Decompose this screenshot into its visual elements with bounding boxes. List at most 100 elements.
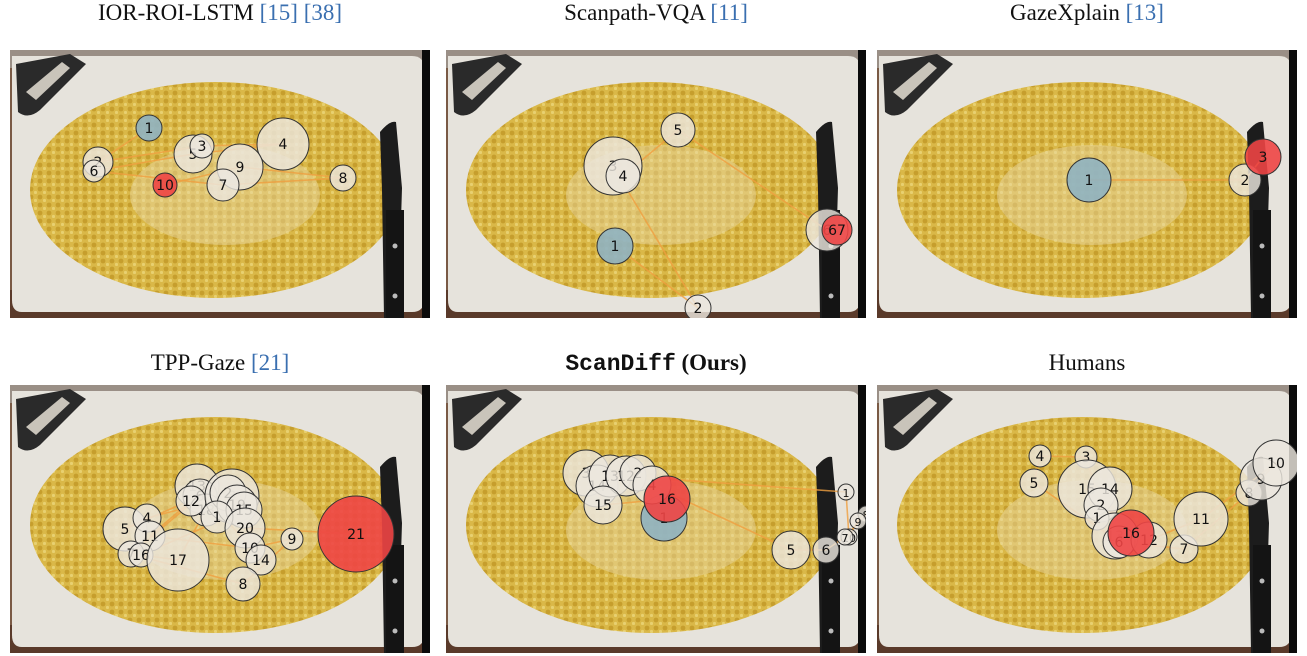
fixation-5: 5 [660, 112, 696, 148]
background-photo [446, 50, 866, 318]
svg-text:2: 2 [1097, 498, 1106, 514]
scanpath-svg: 1 23 [877, 50, 1297, 318]
fixation-5: 5 [1019, 468, 1049, 498]
svg-text:5: 5 [674, 123, 683, 139]
svg-text:5: 5 [1030, 476, 1039, 492]
svg-text:3: 3 [198, 139, 207, 155]
fixation-4: 4 [256, 117, 310, 171]
svg-text:10: 10 [1267, 456, 1285, 472]
scanpath-svg: 1314131221541618910765 [446, 385, 866, 653]
caption-title: GazeXplain [1010, 0, 1120, 25]
caption: TPP-Gaze [21] [10, 350, 430, 376]
svg-text:10: 10 [156, 178, 174, 194]
svg-text:11: 11 [1192, 512, 1210, 528]
fixation-14: 14 [245, 544, 277, 576]
svg-text:3: 3 [1259, 150, 1268, 166]
fixation-7: 7 [836, 528, 854, 546]
citation-link[interactable]: [38] [303, 0, 343, 25]
caption-title: IOR-ROI-LSTM [97, 0, 254, 25]
svg-text:4: 4 [619, 169, 628, 185]
caption-title: Humans [1048, 350, 1126, 375]
svg-text:4: 4 [279, 137, 288, 153]
svg-text:21: 21 [347, 527, 365, 543]
svg-text:67: 67 [828, 223, 846, 239]
scanpath-svg: 541171613618123219151201014178921 [10, 385, 430, 653]
fixation-8: 8 [329, 164, 357, 192]
svg-text:1: 1 [611, 239, 620, 255]
fixation-6: 6 [812, 536, 840, 564]
fixation-5: 5 [771, 530, 811, 570]
svg-text:8: 8 [239, 577, 248, 593]
caption-title: ScanDiff [565, 351, 676, 377]
svg-text:6: 6 [90, 164, 99, 180]
svg-text:1: 1 [145, 121, 154, 137]
scanpath-segment [677, 129, 828, 231]
svg-text:17: 17 [169, 553, 187, 569]
caption-suffix: (Ours) [681, 350, 747, 375]
svg-text:9: 9 [288, 532, 297, 548]
fixation-4: 4 [605, 158, 641, 194]
svg-text:5: 5 [787, 543, 796, 559]
svg-text:5: 5 [121, 522, 130, 538]
scanpath-svg: 43515142113612167118910 [877, 385, 1297, 653]
fixation-7: 7 [206, 168, 240, 202]
svg-text:15: 15 [594, 498, 612, 514]
svg-text:3: 3 [1082, 450, 1091, 466]
fixation-8: 8 [225, 566, 261, 602]
svg-text:12: 12 [182, 494, 200, 510]
svg-text:7: 7 [842, 532, 849, 545]
caption: Humans [877, 350, 1297, 376]
caption: ScanDiff (Ours) [446, 350, 866, 377]
svg-text:1: 1 [213, 510, 222, 526]
scanpath-svg: 12653497810 [10, 50, 430, 318]
citation-link[interactable]: [21] [250, 350, 290, 375]
svg-text:1: 1 [1085, 173, 1094, 189]
scanpath-figure: 12653497810 [10, 50, 430, 318]
svg-text:16: 16 [132, 548, 150, 564]
fixation-6: 6 [82, 159, 106, 183]
fixation-16: 16 [643, 475, 691, 523]
fixation-10: 10 [152, 172, 178, 198]
caption: GazeXplain [13] [877, 0, 1297, 26]
fixation-11: 11 [1173, 491, 1229, 547]
svg-text:14: 14 [252, 553, 270, 569]
fixation-10: 10 [1252, 439, 1297, 487]
svg-text:7: 7 [219, 178, 228, 194]
svg-text:8: 8 [339, 171, 348, 187]
caption: IOR-ROI-LSTM [15] [38] [10, 0, 430, 26]
scanpath-figure: 541171613618123219151201014178921 [10, 385, 430, 653]
fixation-2: 2 [684, 294, 712, 318]
fixation-9: 9 [280, 527, 304, 551]
svg-text:1: 1 [1093, 511, 1102, 527]
fixation-1: 1 [1066, 157, 1112, 203]
svg-text:9: 9 [855, 516, 862, 529]
scanpath-figure: 1314131221541618910765 [446, 385, 866, 653]
svg-text:2: 2 [694, 301, 703, 317]
fixation-11: 1 [837, 483, 855, 501]
scanpath-svg: 12345667 [446, 50, 866, 318]
fixation-17: 17 [146, 528, 210, 592]
caption-title: TPP-Gaze [150, 350, 246, 375]
fixation-15: 15 [583, 485, 623, 525]
fixation-3: 3 [189, 133, 215, 159]
svg-text:16: 16 [658, 492, 676, 508]
svg-text:2: 2 [1241, 173, 1250, 189]
svg-text:5: 5 [189, 147, 198, 163]
fixation-21: 21 [317, 495, 395, 573]
fixation-4: 4 [1028, 444, 1052, 468]
svg-text:6: 6 [822, 543, 831, 559]
fixation-1: 1 [135, 114, 163, 142]
svg-text:4: 4 [143, 511, 152, 527]
citation-link[interactable]: [13] [1125, 0, 1164, 25]
fixation-7: 67 [821, 214, 853, 246]
caption-title: Scanpath-VQA [564, 0, 705, 25]
citation-link[interactable]: [15] [259, 0, 298, 25]
fixation-1: 1 [596, 227, 634, 265]
scanpath-figure: 12345667 [446, 50, 866, 318]
citation-link[interactable]: [11] [710, 0, 748, 25]
svg-text:1: 1 [843, 487, 850, 500]
svg-text:16: 16 [1122, 526, 1140, 542]
fixation-12: 12 [175, 485, 207, 517]
svg-text:4: 4 [1036, 449, 1045, 465]
